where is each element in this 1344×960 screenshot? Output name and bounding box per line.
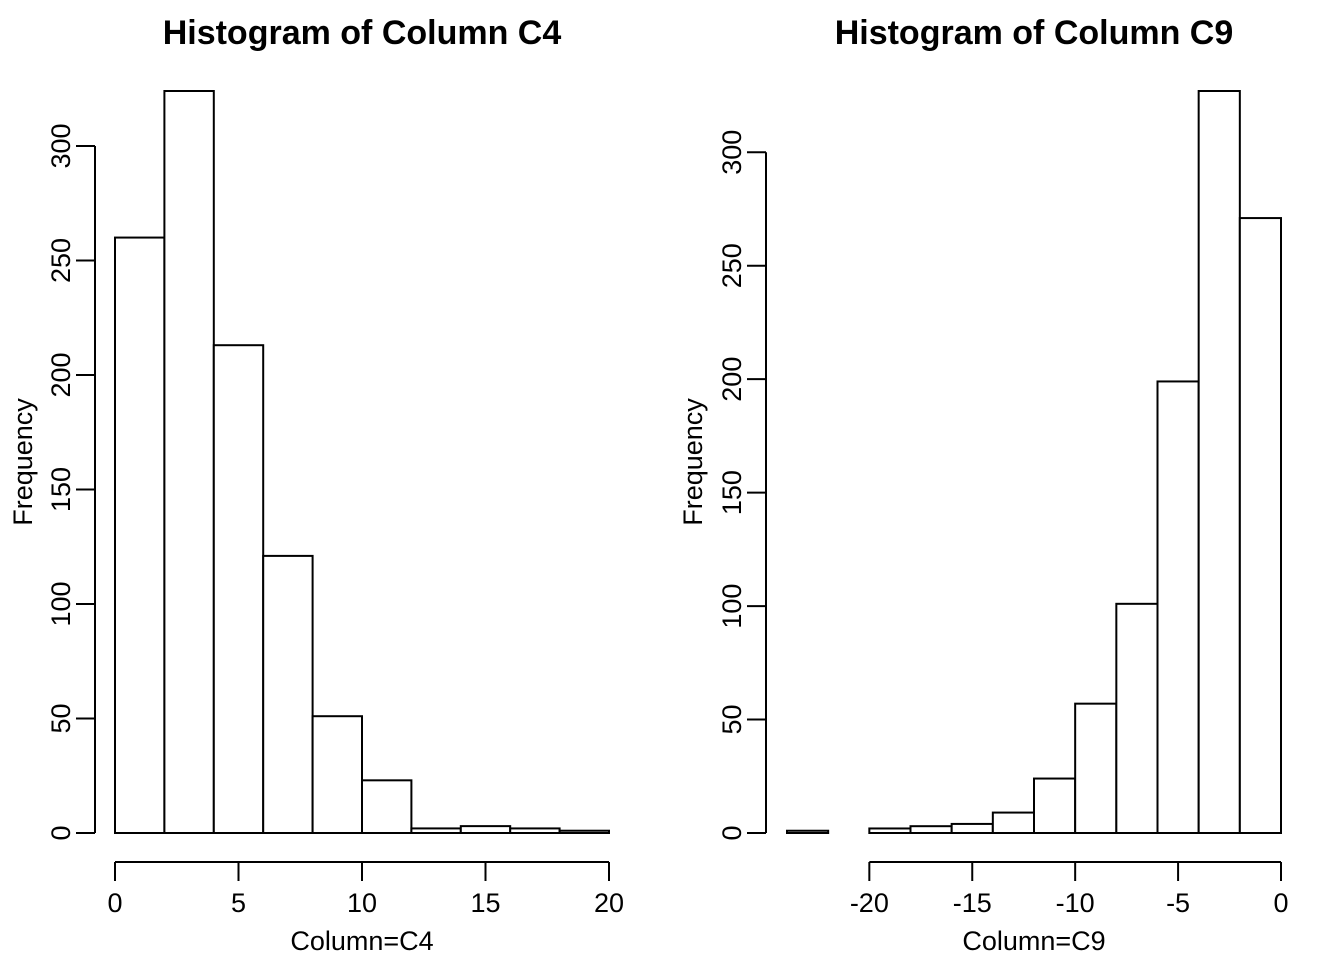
y-tick-label: 250: [717, 243, 747, 288]
histogram-bar: [163, 90, 215, 834]
histogram-bar: [262, 554, 314, 835]
y-axis: 0 50 100 150 200 250 300: [46, 123, 96, 841]
histogram-bar: [786, 829, 830, 835]
x-tick-label: -20: [850, 888, 889, 918]
histogram-panel-c9: Histogram of Column C9 Frequency Column=…: [678, 14, 1289, 956]
histogram-bar: [1238, 217, 1283, 835]
histogram-bar: [991, 811, 1035, 835]
y-tick-label: 250: [46, 238, 76, 283]
bar-group: [786, 90, 1283, 835]
y-tick-label: 200: [717, 357, 747, 402]
histogram-bar: [361, 779, 413, 834]
y-tick-label: 50: [46, 703, 76, 733]
histogram-bar: [410, 827, 462, 834]
histogram-bar: [558, 829, 610, 835]
x-tick-label: 0: [107, 888, 122, 918]
histogram-bar: [868, 827, 912, 835]
x-axis: -20 -15 -10 -5 0: [850, 861, 1289, 918]
bar-group: [114, 90, 610, 835]
y-tick-label: 150: [717, 470, 747, 515]
x-axis-label: Column=C9: [962, 926, 1105, 956]
y-axis-label: Frequency: [8, 398, 38, 526]
y-tick-label: 100: [717, 584, 747, 629]
histogram-bar: [1115, 602, 1159, 835]
histogram-bar: [1033, 777, 1077, 834]
x-tick-label: -10: [1056, 888, 1095, 918]
y-tick-label: 50: [717, 705, 747, 735]
histogram-bar: [114, 236, 166, 835]
x-axis-label: Column=C4: [290, 926, 433, 956]
x-tick-label: -5: [1166, 888, 1190, 918]
histogram-panel-c4: Histogram of Column C4 Frequency Column=…: [8, 14, 624, 956]
histogram-bar: [950, 822, 994, 834]
y-tick-label: 100: [46, 581, 76, 626]
x-tick-label: 15: [470, 888, 500, 918]
y-axis: 0 50 100 150 200 250 300: [717, 130, 767, 841]
histogram-bar: [311, 715, 364, 834]
y-tick-label: 0: [46, 825, 76, 840]
x-tick-label: 20: [594, 888, 624, 918]
histogram-bar: [212, 344, 265, 834]
histogram-bar: [1197, 90, 1241, 834]
y-tick-label: 300: [717, 130, 747, 175]
x-tick-label: 5: [231, 888, 246, 918]
histogram-bar: [1074, 702, 1118, 834]
y-axis-label: Frequency: [678, 398, 708, 526]
chart-title: Histogram of Column C9: [835, 14, 1234, 52]
histogram-bar: [909, 825, 953, 835]
x-tick-label: 10: [347, 888, 377, 918]
histogram-bar: [1156, 380, 1200, 834]
y-tick-label: 150: [46, 467, 76, 512]
histogram-bar: [459, 825, 512, 835]
x-axis: 0 5 10 15 20: [107, 861, 624, 918]
y-tick-label: 200: [46, 352, 76, 397]
x-tick-label: 0: [1273, 888, 1288, 918]
x-tick-label: -15: [953, 888, 992, 918]
y-tick-label: 300: [46, 123, 76, 168]
y-tick-label: 0: [717, 825, 747, 840]
histogram-bar: [509, 827, 561, 834]
chart-title: Histogram of Column C4: [163, 14, 562, 52]
